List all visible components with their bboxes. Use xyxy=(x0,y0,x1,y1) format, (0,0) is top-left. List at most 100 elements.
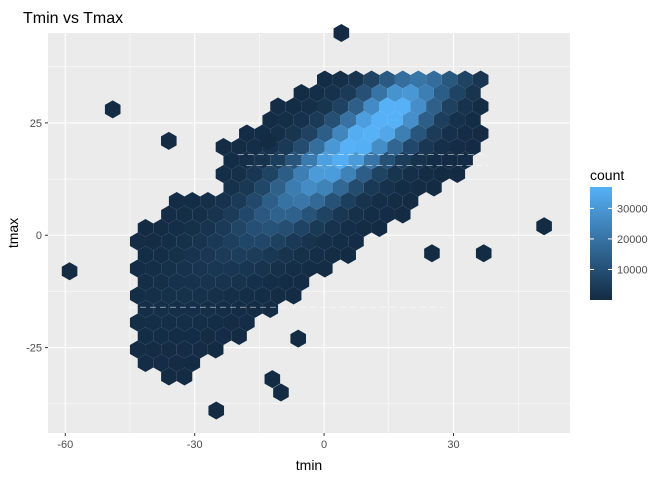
hex-cell xyxy=(371,165,388,183)
hex-cell xyxy=(285,205,302,224)
hex-cell xyxy=(332,151,349,170)
hex-cell xyxy=(332,124,349,143)
hex-cell xyxy=(129,232,146,251)
hex-cell xyxy=(207,259,224,278)
hex-cell xyxy=(223,178,240,197)
y-tick-label: -25 xyxy=(26,343,42,355)
hex-cell-outlier xyxy=(161,131,177,150)
hex-cell xyxy=(161,205,177,224)
x-axis-ticks: -60 -30 0 30 xyxy=(57,433,460,451)
hex-cell xyxy=(426,151,442,170)
y-axis-label: tmax xyxy=(5,218,21,248)
hex-cell xyxy=(332,232,349,251)
hex-cell xyxy=(348,178,364,197)
hex-cell xyxy=(355,219,372,237)
hex-cell xyxy=(161,286,177,305)
hex-cell xyxy=(418,111,434,129)
hex-cell xyxy=(270,286,286,305)
hex-cell xyxy=(433,111,450,129)
hex-cell xyxy=(262,300,279,318)
x-tick-label: 0 xyxy=(321,439,327,451)
hex-cell xyxy=(153,354,169,372)
hex-cell xyxy=(223,232,240,251)
y-axis-ticks: -25 0 25 xyxy=(26,118,48,355)
hex-cell xyxy=(363,70,380,89)
hex-cell xyxy=(207,205,224,224)
hex-cell xyxy=(355,84,372,102)
hex-cell xyxy=(387,84,403,102)
hex-cell xyxy=(371,111,388,129)
hex-cell xyxy=(129,286,146,305)
hex-cell xyxy=(184,273,201,291)
hex-cell xyxy=(200,327,216,345)
legend-colorbar xyxy=(590,187,612,300)
hex-cell xyxy=(231,246,247,264)
hex-cell xyxy=(348,70,364,89)
hex-cell xyxy=(433,84,450,102)
hex-cell xyxy=(192,286,208,305)
hex-cell xyxy=(293,138,310,156)
hex-cell xyxy=(465,138,481,156)
hex-cell xyxy=(441,70,458,89)
hex-cell xyxy=(254,232,271,251)
hex-cell xyxy=(200,219,216,237)
hex-cell xyxy=(410,70,427,89)
hex-cell xyxy=(293,165,310,183)
hex-cell xyxy=(161,367,177,386)
hex-cell xyxy=(410,178,427,197)
hex-cell xyxy=(418,165,434,183)
hex-cell-outlier xyxy=(61,262,78,281)
hex-cell xyxy=(176,367,193,386)
hex-cell xyxy=(262,192,279,210)
hex-cell xyxy=(137,300,154,318)
hex-cell xyxy=(262,165,279,183)
hex-cell xyxy=(402,165,419,183)
hex-cell xyxy=(153,327,169,345)
hex-cell xyxy=(332,178,349,197)
hex-cell xyxy=(379,124,395,143)
hex-cell xyxy=(293,192,310,210)
hex-cell xyxy=(285,286,302,305)
hex-cell xyxy=(340,165,356,183)
hex-cell xyxy=(207,232,224,251)
hex-cell xyxy=(153,273,169,291)
hex-cell xyxy=(317,124,333,143)
hex-cell xyxy=(379,97,395,116)
hex-cell xyxy=(317,178,333,197)
hex-cell xyxy=(207,340,224,359)
hex-cell xyxy=(293,84,310,102)
hex-cell xyxy=(246,138,263,156)
hex-cell xyxy=(145,286,162,305)
hex-cell xyxy=(379,178,395,197)
hex-cell xyxy=(231,138,247,156)
hex-cell xyxy=(340,192,356,210)
hex-cell xyxy=(433,138,450,156)
hex-cell xyxy=(223,259,240,278)
hex-cell xyxy=(340,138,356,156)
legend-tick-label: 10000 xyxy=(617,264,648,276)
hex-cell xyxy=(223,205,240,224)
hex-cell xyxy=(254,151,271,170)
hex-cell xyxy=(309,219,325,237)
hex-cell xyxy=(301,232,317,251)
hex-cell xyxy=(254,286,271,305)
hex-cell xyxy=(324,246,341,264)
legend-tick-label: 30000 xyxy=(617,203,648,215)
hex-cell xyxy=(184,219,201,237)
hex-cell xyxy=(207,313,224,332)
hex-cell xyxy=(137,273,154,291)
hex-cell xyxy=(184,300,201,318)
hex-cell xyxy=(410,151,427,170)
hex-cell xyxy=(231,327,247,345)
hex-cell xyxy=(285,259,302,278)
y-tick-label: 25 xyxy=(30,118,42,130)
hex-cell xyxy=(254,205,271,224)
hex-cell xyxy=(285,124,302,143)
hex-cell xyxy=(246,165,263,183)
hex-cell xyxy=(394,124,411,143)
hex-cell xyxy=(153,246,169,264)
hex-cell-outlier xyxy=(424,244,440,263)
hex-cell xyxy=(317,232,333,251)
hex-cell xyxy=(418,138,434,156)
